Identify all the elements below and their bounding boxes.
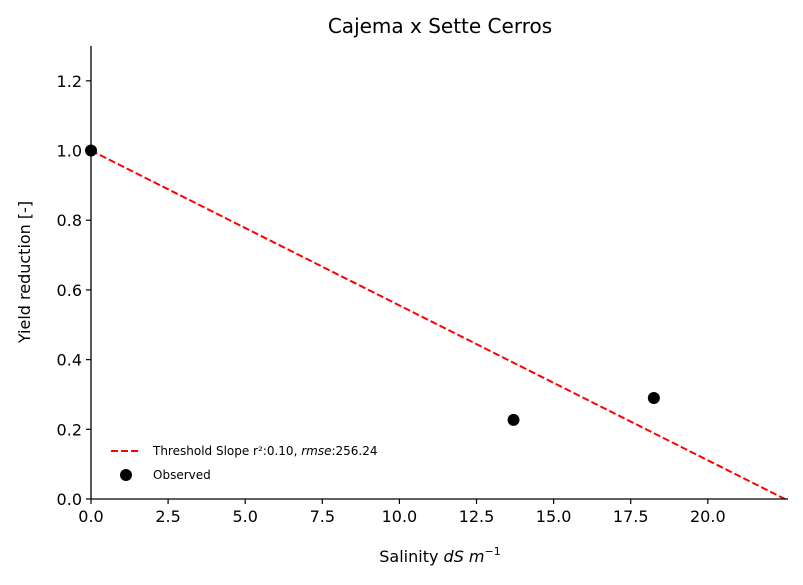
axes: 0.0 2.5 5.0 7.5 10.0 12.5 15.0 17.5 20.0 0.0 0.2 0.… — [57, 46, 788, 526]
y-tick-label: 0.6 — [57, 281, 82, 300]
observed-point — [507, 413, 520, 426]
legend-label-threshold-slope: Threshold Slope r²:0.10, rmse:256.24 — [152, 444, 378, 458]
x-tick-label: 7.5 — [310, 507, 335, 526]
y-axis-title: Yield reduction [-] — [15, 201, 34, 344]
x-axis-title-exponent: −1 — [485, 545, 501, 558]
x-tick-label: 12.5 — [459, 507, 495, 526]
y-tick-label: 0.2 — [57, 420, 82, 439]
x-tick-label: 17.5 — [613, 507, 649, 526]
x-tick-label: 2.5 — [155, 507, 180, 526]
y-tick-label: 0.4 — [57, 351, 82, 370]
x-axis-title-unit: dS m — [444, 547, 485, 566]
legend-label-threshold-rmse: rmse — [301, 444, 331, 458]
x-axis-title: Salinity dS m−1 — [379, 545, 500, 566]
chart-title: Cajema x Sette Cerros — [328, 14, 552, 38]
y-tick-label: 1.2 — [57, 72, 82, 91]
x-tick-label: 0.0 — [78, 507, 103, 526]
legend-label-observed: Observed — [153, 468, 211, 482]
x-tick-label: 10.0 — [382, 507, 418, 526]
x-tick-label: 15.0 — [536, 507, 572, 526]
y-tick-label: 0.8 — [57, 211, 82, 230]
y-tick-label: 1.0 — [57, 142, 82, 161]
legend: Threshold Slope r²:0.10, rmse:256.24 Obs… — [111, 444, 378, 482]
x-axis-title-prefix: Salinity — [379, 547, 443, 566]
y-tick-label: 0.0 — [57, 490, 82, 509]
plot-area — [85, 144, 786, 500]
legend-marker-observed — [120, 469, 132, 481]
x-tick-label: 5.0 — [232, 507, 257, 526]
observed-point — [647, 391, 660, 404]
legend-label-threshold-prefix: Threshold Slope r²:0.10, — [152, 444, 301, 458]
legend-label-threshold-suffix: :256.24 — [331, 444, 377, 458]
x-tick-label: 20.0 — [690, 507, 726, 526]
